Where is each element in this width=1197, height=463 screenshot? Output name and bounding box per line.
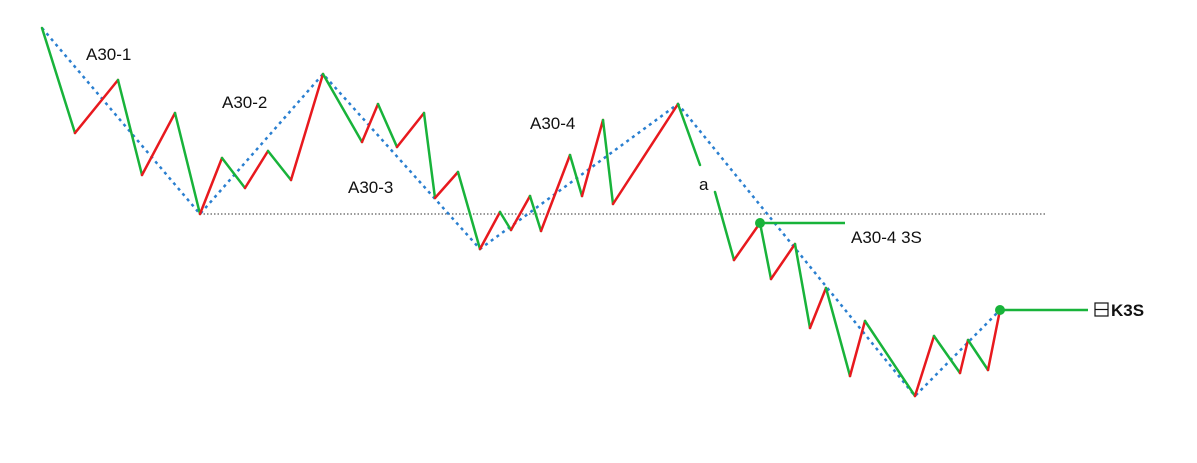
down-segment <box>173 111 202 216</box>
down-segment <box>601 118 615 206</box>
label-a30-4-3s: A30-4 3S <box>851 228 922 247</box>
up-segment <box>73 78 120 135</box>
down-segment <box>966 338 990 372</box>
down-segment <box>376 102 399 149</box>
down-segment <box>266 149 293 182</box>
down-segment <box>498 210 513 232</box>
down-segment <box>40 26 77 135</box>
down-segment <box>220 156 247 190</box>
up-segment <box>509 194 532 232</box>
zigzag-segments <box>40 26 1002 398</box>
up-segment <box>808 286 828 330</box>
minus-square-icon <box>1094 302 1109 317</box>
up-segment <box>580 118 605 198</box>
label-a30-2: A30-2 <box>222 93 267 112</box>
up-segment <box>769 242 797 281</box>
up-segment <box>395 111 426 149</box>
down-segment <box>713 190 736 262</box>
label-a30-4: A30-4 <box>530 114 575 133</box>
down-segment <box>422 111 437 200</box>
down-segment <box>863 319 917 398</box>
down-segment <box>116 78 144 177</box>
up-segment <box>433 170 460 200</box>
up-segment <box>539 153 572 233</box>
label-k3s: K3S <box>1111 301 1144 320</box>
up-segment <box>848 319 867 378</box>
label-a30-1: A30-1 <box>86 45 131 64</box>
down-segment <box>676 102 702 167</box>
down-segment <box>321 72 364 144</box>
down-segment <box>824 286 852 378</box>
up-segment <box>243 149 270 190</box>
down-segment <box>758 221 773 281</box>
up-segment <box>289 72 325 182</box>
down-segment <box>568 153 584 198</box>
down-segment <box>932 334 962 375</box>
label-a30-3: A30-3 <box>348 178 393 197</box>
down-segment <box>456 170 482 251</box>
up-segment <box>913 334 936 398</box>
up-segment <box>140 111 177 177</box>
up-segment <box>958 338 970 375</box>
a30-4-3s-signal-dot <box>755 218 765 228</box>
up-segment <box>986 308 1002 372</box>
up-segment <box>732 221 762 262</box>
down-segment <box>528 194 543 233</box>
down-segment <box>793 242 812 330</box>
up-segment <box>360 102 380 144</box>
up-segment <box>611 102 680 206</box>
up-segment <box>198 156 224 216</box>
up-segment <box>478 210 502 251</box>
label-a: a <box>699 175 709 194</box>
k3s-signal-dot <box>995 305 1005 315</box>
